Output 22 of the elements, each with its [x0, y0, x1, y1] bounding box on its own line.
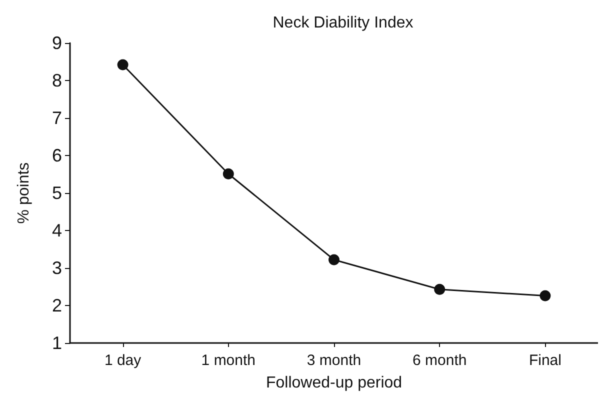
point — [222, 168, 234, 180]
y-tick-label: 5 — [52, 183, 62, 203]
point — [328, 254, 340, 266]
y-tick-label: 9 — [52, 33, 62, 53]
y-tick-label: 2 — [52, 296, 62, 316]
y-tick-label: 8 — [52, 70, 62, 90]
chart-title: Neck Diability Index — [272, 14, 414, 32]
x-tick-label: 3 month — [306, 352, 362, 369]
x-axis-title: Followed-up period — [266, 374, 402, 392]
y-tick-label: 3 — [52, 258, 62, 278]
y-tick-label: 1 — [52, 333, 62, 353]
point — [434, 284, 446, 295]
point — [540, 290, 551, 302]
y-axis-title: % points — [16, 162, 32, 224]
x-tick-label: Final — [528, 352, 562, 369]
x-tick-label: 1 month — [201, 352, 256, 369]
point — [117, 59, 128, 70]
y-tick-label: 7 — [52, 108, 62, 128]
x-tick-label: 1 day — [104, 352, 142, 369]
y-tick-label: 6 — [52, 146, 62, 166]
x-tick-label: 6 month — [412, 352, 467, 369]
y-tick-label: 4 — [52, 220, 62, 240]
